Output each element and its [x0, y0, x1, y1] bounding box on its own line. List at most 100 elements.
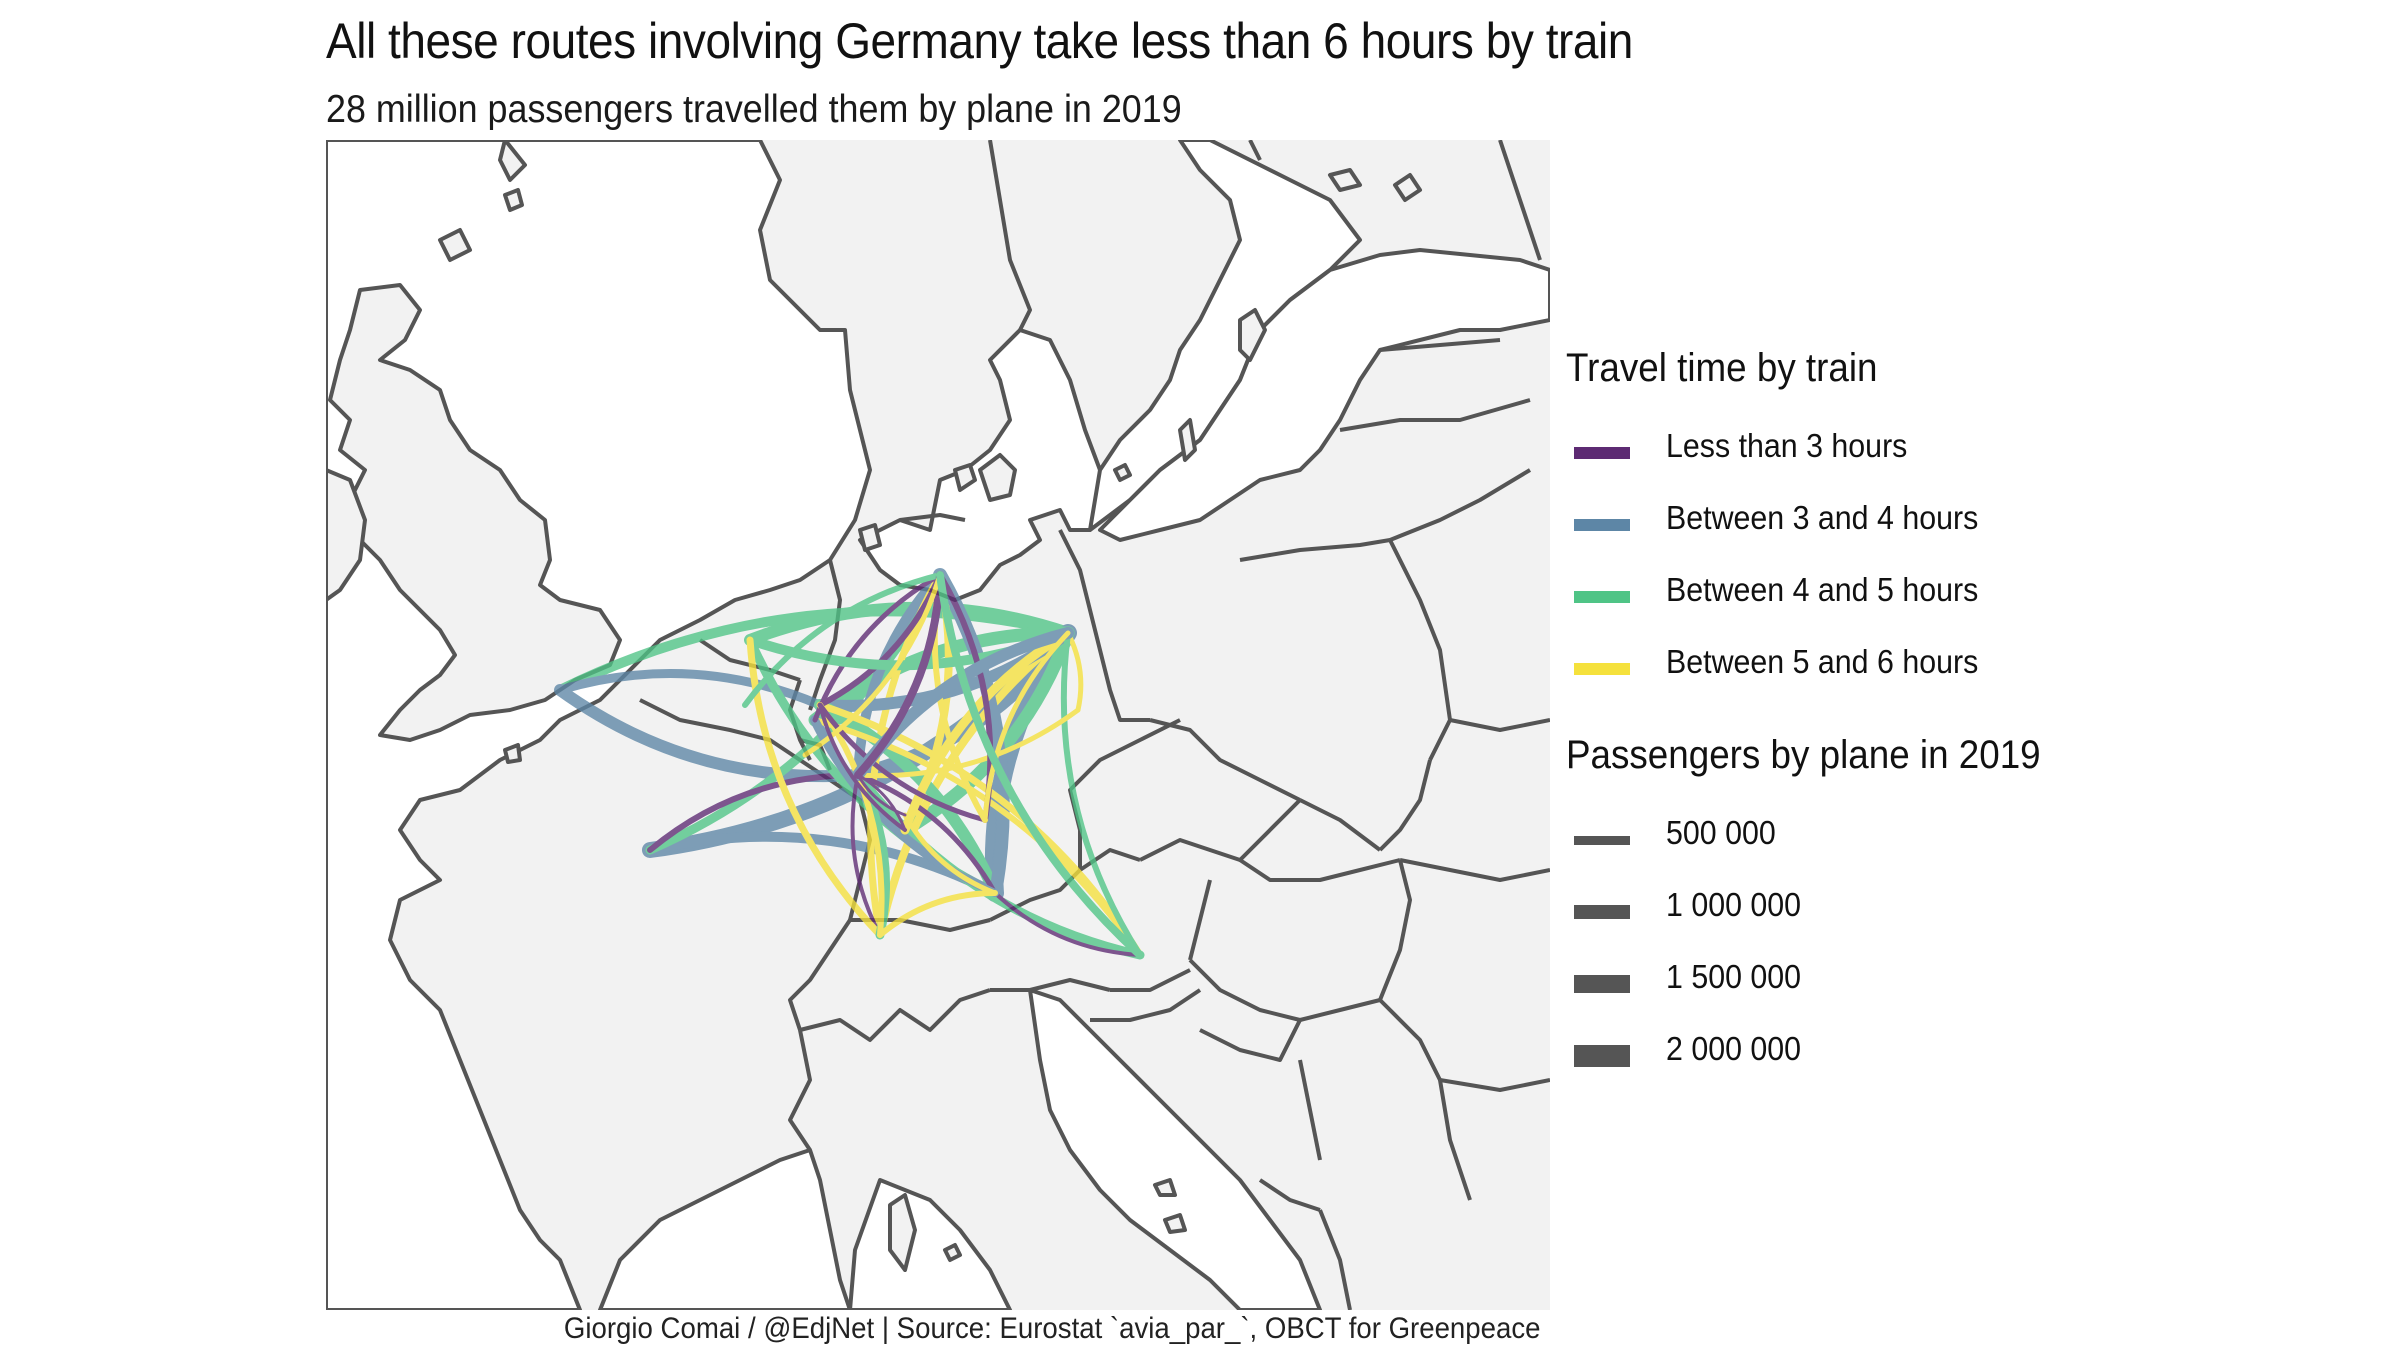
- channel-isle: [503, 743, 522, 764]
- oland: [1178, 418, 1197, 462]
- route-line: [812, 717, 1143, 958]
- frisian-isle: [858, 523, 882, 552]
- route-line: [902, 812, 998, 896]
- orkney: [438, 228, 472, 262]
- border-hungary-serbia: [1299, 998, 1381, 1022]
- route-line: [855, 772, 998, 896]
- adriatic-sea: [1028, 988, 1322, 1310]
- border-poland-belarus: [1388, 539, 1452, 761]
- map-title: All these routes involving Germany take …: [326, 13, 1633, 69]
- croatia-isle-2: [1163, 1213, 1187, 1234]
- sjaelland: [978, 453, 1017, 502]
- route-line: [1060, 630, 1143, 958]
- ireland: [326, 468, 367, 602]
- route-line: [856, 773, 907, 832]
- border-romania-bulgaria: [1439, 1078, 1550, 1092]
- legend-key-1500000: [1574, 975, 1630, 993]
- legend-label-1000000: 1 000 000: [1666, 886, 1802, 923]
- border-lithuania-belarus: [1389, 468, 1532, 542]
- legend-key-1000000: [1574, 905, 1630, 919]
- legend-label-4-to-5: Between 4 and 5 hours: [1666, 571, 1979, 608]
- legend-label-1500000: 1 500 000: [1666, 958, 1802, 995]
- legend-passengers: Passengers by plane in 2019 500 000 1 00…: [1566, 733, 2082, 1090]
- border-austria-hungary: [1188, 879, 1212, 961]
- route-line: [555, 669, 825, 710]
- route-line: [1065, 630, 1084, 713]
- legend-label-2000000: 2 000 000: [1666, 1030, 1802, 1067]
- border-austria-italy: [990, 978, 1111, 992]
- isle-small-1: [503, 188, 524, 212]
- route-line: [877, 890, 998, 938]
- border-belarus-ukraine: [1449, 718, 1550, 732]
- border-finland-russia: [1498, 140, 1542, 261]
- legend-key-3-to-4: [1574, 519, 1630, 531]
- legend-travel-time-title: Travel time by train: [1566, 346, 1878, 390]
- border-bosnia-serbia: [1298, 1059, 1322, 1161]
- mediterranean-west: [598, 1148, 852, 1310]
- legend-label-5-to-6: Between 5 and 6 hours: [1666, 643, 1979, 680]
- legend-item-1500000: 1 500 000: [1566, 946, 2082, 1018]
- route-line: [647, 772, 861, 853]
- border-sweden-finland: [1248, 140, 1262, 161]
- border-slovakia-hungary: [1238, 858, 1401, 882]
- elba: [943, 1243, 962, 1262]
- hiiumaa: [1393, 173, 1422, 202]
- legend-item-5-to-6: Between 5 and 6 hours: [1566, 631, 1978, 703]
- border-hungary-romania: [1378, 859, 1412, 1001]
- border-poland-ukraine: [1378, 759, 1432, 852]
- legend-key-500000: [1574, 836, 1630, 845]
- border-czechia-slovakia: [1238, 798, 1302, 862]
- route-line: [746, 636, 884, 939]
- saaremaa: [1328, 168, 1362, 192]
- route-line: [817, 702, 988, 823]
- route-line: [982, 630, 1071, 823]
- bornholm: [1113, 463, 1132, 482]
- border-poland-czechia: [1149, 718, 1301, 802]
- croatia-isle-1: [1153, 1178, 1177, 1197]
- legend-label-500000: 500 000: [1666, 814, 1776, 851]
- legend-item-less-than-3: Less than 3 hours: [1566, 415, 1908, 487]
- border-hungary-croatia: [1188, 958, 1301, 1022]
- legend-item-3-to-4: Between 3 and 4 hours: [1566, 487, 1978, 559]
- border-serbia-romania: [1378, 998, 1442, 1081]
- legend-label-less-than-3: Less than 3 hours: [1666, 427, 1908, 464]
- legend-key-less-than-3: [1574, 447, 1630, 459]
- border-france-switzerland: [788, 918, 852, 1031]
- route-line: [742, 572, 943, 708]
- border-poland-russia: [1239, 538, 1391, 562]
- route-line: [850, 773, 882, 937]
- legend-item-1000000: 1 000 000: [1566, 874, 2082, 946]
- border-slovenia-croatia: [1090, 988, 1202, 1022]
- border-netherlands-germany: [808, 559, 842, 711]
- route-line: [936, 571, 1144, 959]
- border-germany-czechia: [1068, 718, 1181, 870]
- border-kosovo-albania: [1318, 1209, 1352, 1310]
- legend-passengers-title: Passengers by plane in 2019: [1566, 733, 2041, 777]
- map-subtitle: 28 million passengers travelled them by …: [326, 88, 1182, 131]
- route-line: [900, 628, 1073, 835]
- border-germany-denmark: [899, 513, 966, 522]
- border-bosnia-montenegro: [1258, 1178, 1321, 1212]
- gulf-finland: [1098, 248, 1550, 542]
- funen: [953, 463, 977, 492]
- legend-item-4-to-5: Between 4 and 5 hours: [1566, 559, 1978, 631]
- border-france-belgium: [639, 698, 802, 762]
- legend-travel-time: Travel time by train Less than 3 hours B…: [1566, 346, 1978, 703]
- route-line: [818, 703, 907, 832]
- corsica: [888, 1193, 917, 1272]
- border-austria-czechia: [1139, 838, 1241, 862]
- route-line: [817, 572, 943, 708]
- legend-key-2000000: [1574, 1045, 1630, 1067]
- border-lithuania-latvia: [1339, 398, 1531, 432]
- route-line: [812, 572, 943, 723]
- border-latvia-estonia: [1379, 338, 1501, 352]
- legend-item-2000000: 2 000 000: [1566, 1018, 2082, 1090]
- legend-key-5-to-6: [1574, 663, 1630, 675]
- border-croatia-bosnia: [1199, 1019, 1302, 1062]
- border-austria-slovenia: [1110, 968, 1191, 992]
- border-romania-ukraine: [1399, 858, 1550, 882]
- source-caption: Giorgio Comai / @EdjNet | Source: Eurost…: [563, 1312, 1540, 1345]
- route-line: [993, 891, 1142, 957]
- border-serbia-bulgaria: [1438, 1079, 1472, 1201]
- border-sweden-norway: [988, 140, 1032, 331]
